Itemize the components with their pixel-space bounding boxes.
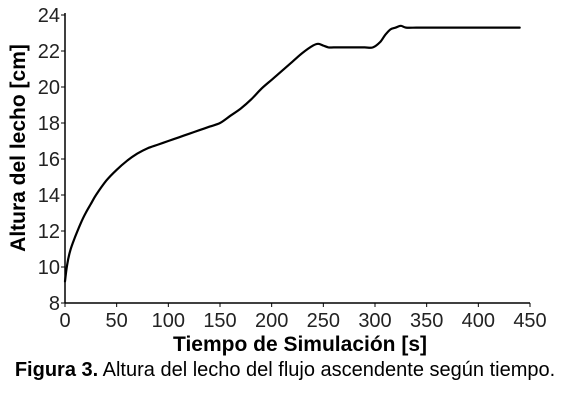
x-tick-label: 100 (152, 310, 185, 332)
x-tick-label: 0 (59, 310, 70, 332)
y-tick-label: 10 (38, 257, 60, 279)
x-tick-label: 150 (203, 310, 236, 332)
x-tick-label: 400 (462, 310, 495, 332)
x-tick-label: 350 (410, 310, 443, 332)
x-tick-label: 300 (358, 310, 391, 332)
x-axis-ticks: 0 50 100 150 200 250 300 350 400 450 (59, 303, 547, 332)
y-tick-label: 18 (38, 113, 60, 135)
figure-caption: Figura 3. Altura del lecho del flujo asc… (0, 358, 570, 383)
figure-caption-text: Altura del lecho del flujo ascendente se… (98, 359, 556, 381)
y-tick-label: 8 (49, 293, 60, 315)
line-chart: 8 10 12 14 16 18 20 22 24 0 50 100 150 200 250 300 350 4… (7, 5, 547, 356)
y-tick-label: 16 (38, 149, 60, 171)
y-tick-label: 12 (38, 221, 60, 243)
series-layer (63, 24, 521, 283)
series-line-1 (63, 24, 521, 283)
y-tick-label: 22 (38, 41, 60, 63)
y-axis-title: Altura del lecho [cm] (7, 44, 30, 252)
y-tick-label: 24 (38, 5, 60, 27)
figure-caption-label: Figura 3. (14, 359, 99, 381)
x-tick-label: 250 (307, 310, 340, 332)
x-tick-label: 450 (513, 310, 546, 332)
x-tick-label: 50 (106, 310, 128, 332)
y-tick-label: 20 (38, 77, 60, 99)
x-axis-title: Tiempo de Simulación [s] (173, 333, 427, 356)
y-tick-label: 14 (38, 185, 60, 207)
y-axis-ticks: 8 10 12 14 16 18 20 22 24 (38, 5, 65, 315)
x-tick-label: 200 (255, 310, 288, 332)
